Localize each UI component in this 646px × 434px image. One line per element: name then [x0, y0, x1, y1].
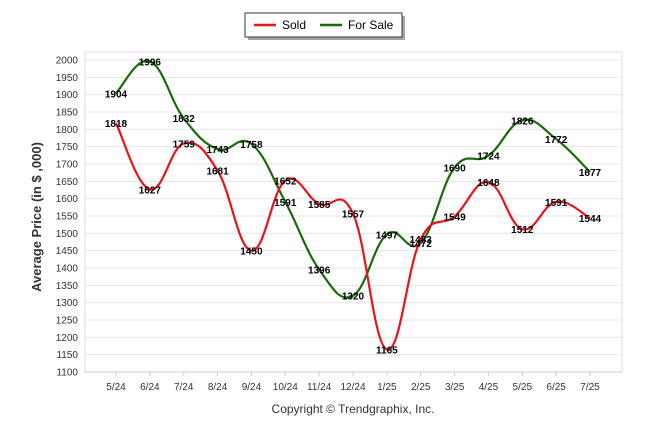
y-axis-title: Average Price (in $ ,000) [29, 142, 44, 292]
gridlines [84, 51, 623, 373]
y-tick-label: 1200 [56, 333, 79, 344]
x-tick-label: 12/24 [340, 382, 365, 393]
series-line-sold [115, 122, 591, 351]
data-label-for-sale: 1690 [443, 163, 466, 174]
y-tick-label: 1700 [56, 160, 79, 171]
y-tick-label: 1150 [56, 350, 78, 361]
data-label-sold: 1557 [342, 210, 365, 221]
x-tick-label: 9/24 [242, 382, 262, 393]
legend-label-for-sale: For Sale [348, 18, 394, 32]
data-label-for-sale: 1591 [274, 198, 297, 209]
x-tick-label: 5/25 [513, 382, 533, 393]
x-tick-label: 7/25 [580, 382, 600, 393]
data-label-sold: 1549 [443, 212, 466, 223]
data-label-sold: 1648 [477, 178, 500, 189]
y-tick-label: 1600 [56, 194, 79, 205]
y-tick-label: 1350 [56, 281, 79, 292]
y-tick-label: 1550 [56, 212, 79, 223]
y-tick-label: 1850 [56, 108, 79, 119]
data-label-sold: 1681 [206, 167, 229, 178]
y-tick-label: 1800 [56, 125, 79, 136]
data-label-for-sale: 1826 [511, 116, 534, 127]
y-tick-label: 2000 [56, 56, 79, 67]
x-tick-label: 6/25 [546, 382, 566, 393]
x-tick-label: 8/24 [208, 382, 228, 393]
x-tick-label: 10/24 [273, 382, 298, 393]
series-lines [115, 59, 591, 351]
y-tick-label: 1500 [56, 229, 79, 240]
data-label-sold: 1585 [308, 200, 331, 211]
data-label-sold: 1818 [105, 119, 128, 130]
data-label-sold: 1652 [274, 177, 297, 188]
data-label-for-sale: 1904 [105, 89, 128, 100]
y-tick-label: 1450 [56, 246, 79, 257]
data-label-for-sale: 1396 [308, 265, 331, 276]
x-tick-label: 5/24 [106, 382, 126, 393]
y-tick-label: 1950 [56, 73, 79, 84]
x-tick-label: 11/24 [307, 382, 332, 393]
data-label-for-sale: 1758 [240, 140, 263, 151]
data-label-sold: 1627 [139, 185, 162, 196]
data-label-for-sale: 1677 [579, 168, 602, 179]
data-label-sold: 1450 [240, 247, 263, 258]
y-tick-label: 1250 [56, 316, 79, 327]
y-tick-label: 1900 [56, 90, 79, 101]
x-tick-label: 7/24 [174, 382, 194, 393]
x-tick-label: 1/25 [377, 382, 397, 393]
legend: Sold For Sale [244, 12, 405, 40]
legend-label-sold: Sold [282, 18, 306, 32]
y-tick-label: 1100 [56, 368, 78, 379]
axes: 1100 1150 1200 1250 1300 1350 1400 1450 1500 1550… [56, 56, 622, 393]
data-label-for-sale: 1320 [342, 292, 365, 303]
data-label-sold: 1483 [410, 235, 433, 246]
y-tick-label: 1300 [56, 298, 79, 309]
y-tick-label: 1750 [56, 142, 79, 153]
data-labels: 1904 1996 1832 1743 1758 1591 1396 1320 1497 1472… [105, 57, 602, 356]
data-label-sold: 1165 [376, 345, 398, 356]
data-label-for-sale: 1832 [173, 114, 196, 125]
x-tick-label: 2/25 [411, 382, 431, 393]
x-tick-label: 6/24 [140, 382, 160, 393]
x-tick-label: 3/25 [445, 382, 465, 393]
y-tick-label: 1650 [56, 177, 79, 188]
data-label-for-sale: 1497 [376, 230, 399, 241]
data-label-sold: 1512 [511, 225, 534, 236]
series-line-for-sale [115, 59, 591, 299]
data-label-sold: 1591 [545, 198, 568, 209]
y-tick-label: 1400 [56, 264, 79, 275]
data-label-sold: 1544 [579, 214, 602, 225]
data-label-for-sale: 1472 [410, 239, 433, 250]
copyright-credit: Copyright © Trendgraphix, Inc. [272, 402, 435, 416]
x-tick-label: 4/25 [479, 382, 499, 393]
data-label-for-sale: 1724 [477, 152, 500, 163]
data-label-for-sale: 1743 [206, 145, 229, 156]
data-label-sold: 1759 [173, 140, 196, 151]
data-label-for-sale: 1996 [139, 57, 162, 68]
data-label-for-sale: 1772 [545, 135, 568, 146]
